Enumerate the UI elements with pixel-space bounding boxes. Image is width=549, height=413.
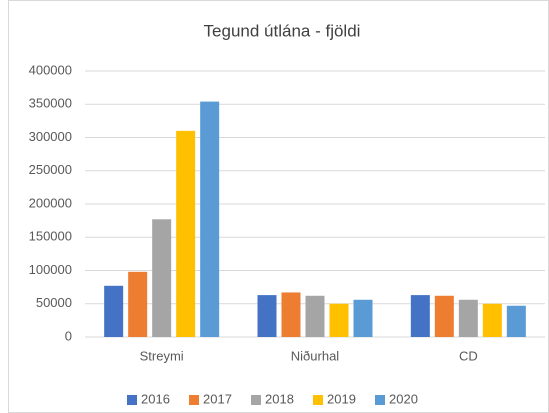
legend-swatch [313,395,323,405]
y-tick-label: 400000 [29,62,72,77]
y-tick-label: 350000 [29,96,72,111]
bar [353,299,373,337]
legend-label: 2017 [203,391,232,406]
chart-border [8,0,549,413]
x-tick-label: Niðurhal [291,348,340,363]
legend-swatch [251,395,261,405]
bar [329,303,349,337]
legend-swatch [189,395,199,405]
bar [200,101,220,337]
bar [458,299,478,337]
bar [176,130,196,337]
y-tick-label: 150000 [29,229,72,244]
x-tick-label: CD [459,348,478,363]
bar [410,295,430,337]
bar [152,219,172,337]
legend-label: 2020 [389,391,418,406]
bar [305,295,325,337]
legend-swatch [375,395,385,405]
y-tick-label: 0 [65,328,72,343]
y-tick-label: 200000 [29,195,72,210]
bar [257,295,277,337]
bar [104,285,124,337]
y-tick-label: 250000 [29,162,72,177]
bar [434,295,454,337]
y-tick-label: 300000 [29,129,72,144]
legend-label: 2016 [141,391,170,406]
legend-label: 2019 [327,391,356,406]
y-tick-label: 100000 [29,262,72,277]
y-tick-label: 50000 [36,295,72,310]
bar [506,305,526,337]
bar [281,292,301,337]
bar [482,303,502,337]
chart-title: Tegund útlána - fjöldi [204,21,361,40]
bar [128,271,148,337]
legend-label: 2018 [265,391,294,406]
legend-swatch [127,395,137,405]
x-tick-label: Streymi [140,348,184,363]
